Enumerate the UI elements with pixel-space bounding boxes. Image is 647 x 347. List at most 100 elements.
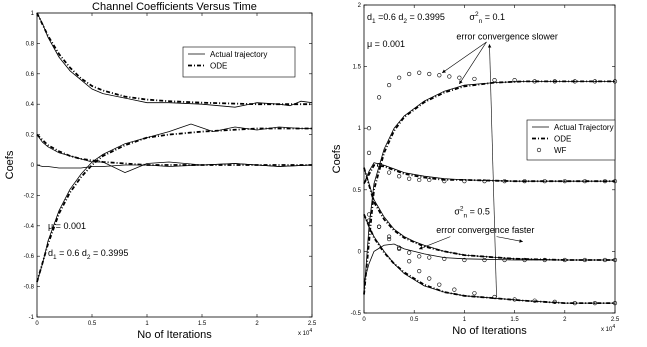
y-tick-label: 0.6 [26, 72, 35, 78]
data-point [482, 179, 487, 184]
x-tick-label: 0.5 [410, 317, 419, 323]
legend-label: ODE [554, 135, 571, 144]
data-point [522, 257, 527, 263]
data-point [522, 179, 527, 184]
series-line [36, 134, 313, 174]
series-line [363, 81, 615, 295]
x-tick-label: 1.5 [198, 321, 207, 327]
data-point [366, 218, 372, 223]
data-point [462, 179, 467, 184]
data-point [602, 179, 608, 184]
y-tick-label: -1 [29, 315, 35, 321]
series-line [36, 123, 312, 283]
series-wf [366, 70, 618, 306]
series-line [36, 133, 312, 166]
data-point [427, 71, 432, 77]
data-point [427, 255, 432, 260]
series-line [363, 164, 615, 185]
y-tick-label: 0.8 [26, 41, 35, 47]
y-tick-label: 2 [358, 3, 362, 9]
data-point [376, 224, 382, 229]
data-point [417, 70, 422, 75]
data-point [427, 276, 432, 281]
y-axis-label: Coefs [331, 144, 343, 173]
legend-label: Actual trajectory [210, 50, 267, 59]
data-point [582, 179, 587, 184]
data-point [417, 177, 422, 183]
annotation-arrow [442, 41, 487, 74]
data-point [387, 236, 392, 242]
data-point [387, 82, 392, 88]
data-point [552, 79, 557, 84]
series-line [363, 243, 615, 283]
y-tick-label: 0 [358, 249, 362, 255]
data-point [602, 257, 608, 263]
series-line [363, 80, 615, 295]
data-point [482, 257, 487, 263]
x-tick-label: 1.5 [510, 317, 519, 323]
annotation: μ = 0.001 [367, 39, 405, 49]
data-point [492, 78, 497, 83]
annotation-arrow [459, 41, 487, 85]
y-tick-label: 0.4 [26, 102, 35, 108]
data-point [376, 163, 382, 168]
data-point [502, 179, 507, 184]
data-point [472, 291, 477, 296]
data-point [612, 257, 618, 263]
data-point [472, 76, 477, 82]
data-point [592, 79, 598, 84]
annotation: μ = 0.001 [48, 221, 86, 231]
data-point [397, 246, 402, 252]
x-tick-label: 2.5 [308, 321, 317, 327]
data-point [397, 174, 402, 179]
data-point [502, 257, 507, 263]
y-tick-label: 1 [358, 126, 362, 132]
data-point [612, 301, 618, 306]
x-tick-label: 0 [35, 321, 39, 327]
legend: Actual Trajectory ODE WF [526, 119, 616, 161]
annotation-arrow [496, 236, 523, 243]
data-point [457, 75, 462, 80]
data-point [366, 126, 372, 131]
x-multiplier: x 104 [298, 328, 312, 337]
series-ode [363, 80, 615, 304]
data-point [592, 301, 598, 306]
y-tick-label: 0 [31, 163, 35, 169]
x-tick-label: 0.5 [88, 321, 97, 327]
y-tick-label: -0.2 [24, 193, 35, 199]
annotation: d1 =0.6 d2 = 0.3995 [367, 12, 445, 25]
x-tick-label: 1 [145, 321, 149, 327]
legend-label: WF [554, 146, 567, 155]
x-tick-label: 2.5 [611, 317, 620, 323]
annotation-arrow [487, 44, 497, 297]
y-tick-label: -0.8 [24, 285, 35, 291]
legend-box [182, 46, 296, 78]
data-point [366, 212, 372, 217]
series-line [363, 167, 615, 261]
data-point [397, 245, 402, 250]
data-point [447, 74, 452, 79]
chart-1: Channel Coefficients Versus Time 0 0.5 1 1.5… [4, 1, 317, 341]
data-point [397, 75, 402, 80]
legend: Actual trajectory ODE [182, 46, 296, 78]
x-multiplier: x 104 [601, 324, 615, 333]
data-point [532, 298, 537, 303]
y-tick-label: 0.5 [353, 188, 362, 194]
series-line [36, 12, 312, 106]
data-point [387, 170, 392, 175]
data-point [582, 257, 587, 263]
series-ode [36, 12, 312, 283]
annotation: σ2n = 0.1 [469, 11, 505, 25]
x-tick-label: 0 [362, 317, 366, 323]
data-point [366, 150, 372, 155]
series-line [363, 214, 615, 304]
annotation: d1 = 0.6 d2 = 0.3995 [48, 248, 128, 261]
annotation: error convergence slower [456, 31, 558, 41]
data-point [417, 254, 422, 259]
data-point [407, 176, 412, 181]
annotation-arrow [418, 236, 451, 250]
data-point [452, 287, 457, 292]
data-point [407, 259, 412, 264]
